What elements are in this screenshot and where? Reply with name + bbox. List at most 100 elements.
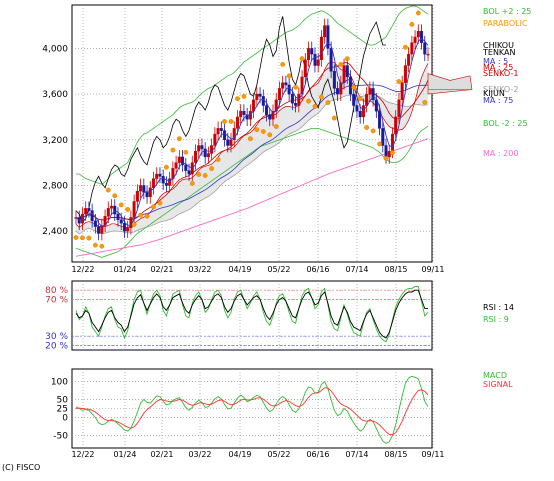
rsi-ytick-3: 80 % bbox=[45, 286, 68, 296]
macd-line bbox=[75, 375, 429, 444]
candle-body-21 bbox=[142, 185, 146, 193]
candle-body-59 bbox=[265, 105, 269, 115]
rsi-panel: 20 %30 % 70 %80 % bbox=[45, 280, 434, 351]
parabolic-dot-104 bbox=[409, 22, 415, 27]
parabolic-dot-8 bbox=[99, 243, 105, 249]
candle-body-67 bbox=[290, 93, 294, 104]
candle-body-75 bbox=[316, 59, 320, 66]
price-xtick-9: 09/11 bbox=[421, 265, 444, 274]
macd-xtick-8: 08/15 bbox=[384, 450, 407, 459]
parabolic-dot-44 bbox=[215, 157, 221, 162]
candle-body-33 bbox=[181, 156, 185, 166]
rsi-ytick-0: 20 % bbox=[45, 341, 68, 351]
candle-body-49 bbox=[232, 128, 236, 140]
parabolic-dot-28 bbox=[164, 164, 169, 170]
candle-body-41 bbox=[206, 153, 210, 158]
candle-body-31 bbox=[174, 162, 178, 169]
ichimoku-cloud bbox=[76, 61, 428, 234]
candle-body-64 bbox=[281, 82, 285, 89]
candle-body-57 bbox=[258, 93, 262, 97]
candle-body-56 bbox=[255, 93, 259, 101]
candle-body-106 bbox=[416, 31, 420, 38]
candle-body-101 bbox=[400, 82, 404, 101]
macd-legend-item-1: SIGNAL bbox=[483, 380, 513, 389]
candle-body-45 bbox=[219, 128, 223, 131]
bol-lower-line bbox=[75, 125, 429, 258]
macd-xtick-4: 04/19 bbox=[228, 450, 251, 459]
candle-body-12 bbox=[113, 205, 117, 215]
senko2-line bbox=[75, 94, 429, 235]
price-legend-item-4: MA : 5 bbox=[483, 57, 508, 66]
rsi-legend: RSI : 14 RSI : 9 bbox=[483, 303, 514, 324]
macd-xtick-3: 03/22 bbox=[188, 450, 211, 459]
macd-ytick-1: 0 bbox=[62, 413, 68, 423]
macd-xtick-1: 01/24 bbox=[113, 450, 136, 459]
rsi-ytick-2: 70 % bbox=[45, 295, 68, 305]
price-xtick-1: 01/24 bbox=[113, 265, 136, 274]
candle-body-85 bbox=[348, 76, 352, 95]
macd-legend-item-0: MACD bbox=[483, 371, 507, 380]
candle-body-58 bbox=[261, 96, 265, 106]
candle-body-3 bbox=[84, 208, 88, 215]
price-xtick-8: 08/15 bbox=[384, 265, 407, 274]
candle-body-34 bbox=[184, 164, 188, 171]
parabolic-dot-60 bbox=[267, 132, 273, 138]
macd-xtick-6: 06/16 bbox=[306, 450, 329, 459]
macd-xtick-2: 02/21 bbox=[150, 450, 173, 459]
candle-body-100 bbox=[397, 99, 401, 118]
bol-upper-line bbox=[76, 5, 429, 185]
parabolic-dot-58 bbox=[260, 129, 266, 134]
candle-body-96 bbox=[384, 145, 388, 158]
parabolic-dot-14 bbox=[118, 202, 124, 208]
parabolic-dot-62 bbox=[273, 124, 279, 129]
parabolic-dot-106 bbox=[415, 10, 421, 16]
candle-body-8 bbox=[100, 225, 104, 234]
candle-body-86 bbox=[352, 93, 356, 106]
parabolic-dot-22 bbox=[144, 213, 150, 219]
chikou-line bbox=[75, 16, 386, 223]
parabolic-dot-74 bbox=[312, 103, 318, 109]
parabolic-dot-84 bbox=[344, 56, 350, 62]
parabolic-dot-66 bbox=[286, 73, 292, 79]
candle-body-14 bbox=[119, 219, 123, 224]
candle-body-104 bbox=[410, 42, 414, 55]
price-legend-item-5: MA : 25 bbox=[483, 63, 513, 72]
parabolic-dot-86 bbox=[351, 84, 357, 90]
parabolic-dot-54 bbox=[247, 136, 253, 142]
candle-body-91 bbox=[368, 88, 372, 95]
price-legend-item-9: MA : 75 bbox=[483, 96, 513, 105]
parabolic-dot-38 bbox=[196, 172, 202, 177]
price-legend-item-0: BOL +2 : 25 bbox=[483, 7, 531, 16]
parabolic-dot-4 bbox=[86, 235, 92, 241]
cloud-projection bbox=[427, 73, 473, 95]
copyright-text: (C) FISCO bbox=[2, 463, 40, 472]
parabolic-dot-96 bbox=[383, 156, 389, 161]
candle-body-83 bbox=[342, 65, 346, 83]
candle-body-82 bbox=[339, 82, 343, 95]
parabolic-dot-100 bbox=[396, 79, 402, 84]
parabolic-dot-2 bbox=[80, 235, 85, 241]
candle-body-78 bbox=[326, 25, 330, 49]
candle-body-22 bbox=[145, 192, 149, 198]
candle-body-88 bbox=[358, 111, 362, 118]
candle-body-15 bbox=[122, 222, 126, 232]
candle-body-26 bbox=[158, 173, 162, 177]
rsi-legend-item-0: RSI : 14 bbox=[483, 303, 514, 312]
parabolic-dot-88 bbox=[357, 96, 363, 102]
candle-body-28 bbox=[164, 182, 168, 186]
candle-body-54 bbox=[248, 111, 252, 120]
candle-body-51 bbox=[239, 111, 243, 118]
candle-body-44 bbox=[216, 128, 220, 135]
price-legend-item-8: KIJUN bbox=[483, 89, 505, 98]
candle-body-73 bbox=[310, 48, 314, 55]
candle-body-29 bbox=[168, 178, 172, 186]
parabolic-dot-0 bbox=[73, 235, 79, 240]
parabolic-dot-90 bbox=[364, 125, 370, 130]
candle-body-32 bbox=[177, 156, 181, 163]
candle-body-98 bbox=[390, 133, 394, 152]
candle-body-105 bbox=[413, 36, 417, 43]
price-legend-item-1: PARABOLIC bbox=[483, 19, 528, 28]
candle-body-87 bbox=[355, 105, 359, 112]
